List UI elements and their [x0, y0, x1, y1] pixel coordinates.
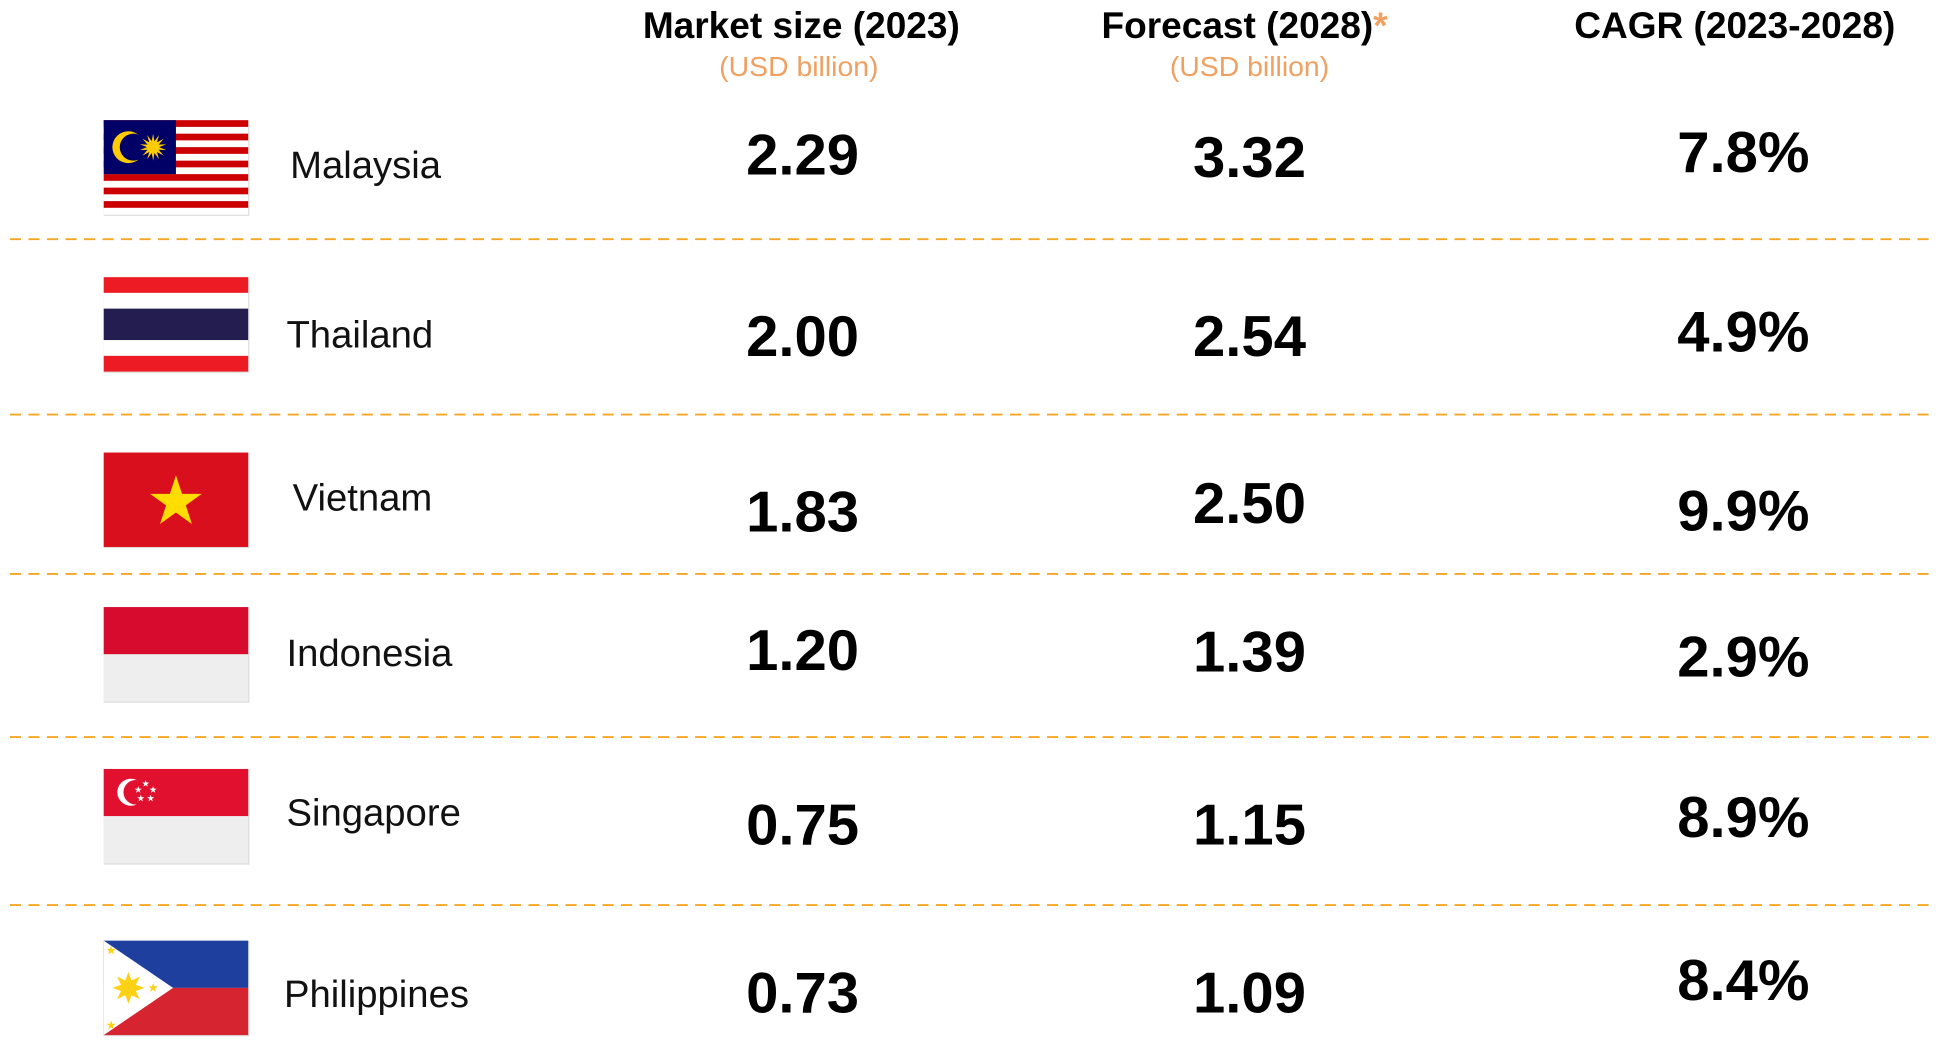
- forecast: 1.15: [1193, 793, 1306, 857]
- market-size: 1.83: [746, 481, 859, 545]
- flag-sun: [112, 971, 145, 1004]
- flag-star: [137, 794, 145, 802]
- flag: [103, 768, 250, 865]
- country-name: Singapore: [286, 792, 460, 835]
- flag: [103, 277, 250, 373]
- flag-stripe: [103, 180, 249, 188]
- header-forecast: Forecast (2028)*: [1102, 5, 1389, 46]
- header-cagr: CAGR (2023-2028): [1574, 5, 1895, 46]
- flag-star: [148, 982, 158, 992]
- market-size: 0.75: [746, 793, 859, 857]
- flag-stripe: [103, 308, 249, 341]
- header-forecast-unit: (USD billion): [1170, 50, 1329, 82]
- country-name: Philippines: [284, 973, 469, 1016]
- country-name: Vietnam: [293, 477, 433, 520]
- flag-star: [134, 786, 142, 793]
- header-market-unit: (USD billion): [719, 50, 878, 82]
- flag-star: [106, 1020, 116, 1030]
- flag-stripe: [103, 207, 249, 215]
- header-market: Market size (2023): [643, 5, 960, 46]
- country-name: Thailand: [286, 313, 433, 356]
- market-size: 2.29: [746, 124, 859, 188]
- country-name: Malaysia: [290, 144, 442, 187]
- market-size: 0.73: [746, 961, 859, 1025]
- cagr: 8.9%: [1677, 786, 1809, 850]
- flag-star: [139, 133, 167, 161]
- flag-stripe: [103, 187, 249, 195]
- flag-star: [106, 945, 116, 955]
- header-forecast-note: *: [1373, 5, 1388, 46]
- cagr: 7.8%: [1677, 121, 1809, 185]
- flag-stripe: [103, 355, 249, 372]
- forecast: 2.50: [1193, 472, 1306, 536]
- cagr: 9.9%: [1677, 479, 1809, 543]
- forecast: 2.54: [1193, 305, 1306, 369]
- cagr: 2.9%: [1677, 625, 1809, 689]
- flag-stripe: [103, 292, 249, 309]
- flag: [103, 120, 250, 216]
- forecast: 1.09: [1193, 961, 1306, 1025]
- flag-stripe: [103, 340, 249, 356]
- cagr: 8.4%: [1677, 949, 1809, 1013]
- flag-star: [142, 780, 150, 787]
- flag-stripe: [103, 201, 249, 208]
- flag-star: [147, 794, 155, 802]
- flag-stripe: [103, 174, 249, 181]
- flag-star: [150, 475, 202, 525]
- forecast: 3.32: [1193, 126, 1306, 190]
- flag-crescent-cut: [119, 133, 147, 161]
- flag-bottom: [103, 816, 249, 864]
- flag-stripe: [103, 277, 249, 293]
- cagr: 4.9%: [1677, 300, 1809, 364]
- forecast: 1.39: [1193, 621, 1306, 685]
- market-size: 2.00: [746, 305, 859, 369]
- flag: [103, 452, 250, 549]
- flag: [103, 940, 250, 1037]
- flag-top: [103, 607, 249, 655]
- header-forecast-title: Forecast (2028): [1102, 5, 1374, 46]
- country-name: Indonesia: [286, 632, 453, 675]
- flag: [103, 607, 250, 703]
- flag-stripe: [103, 194, 249, 202]
- flag-star: [149, 786, 157, 793]
- market-size: 1.20: [746, 619, 859, 683]
- flag-bottom: [103, 654, 249, 702]
